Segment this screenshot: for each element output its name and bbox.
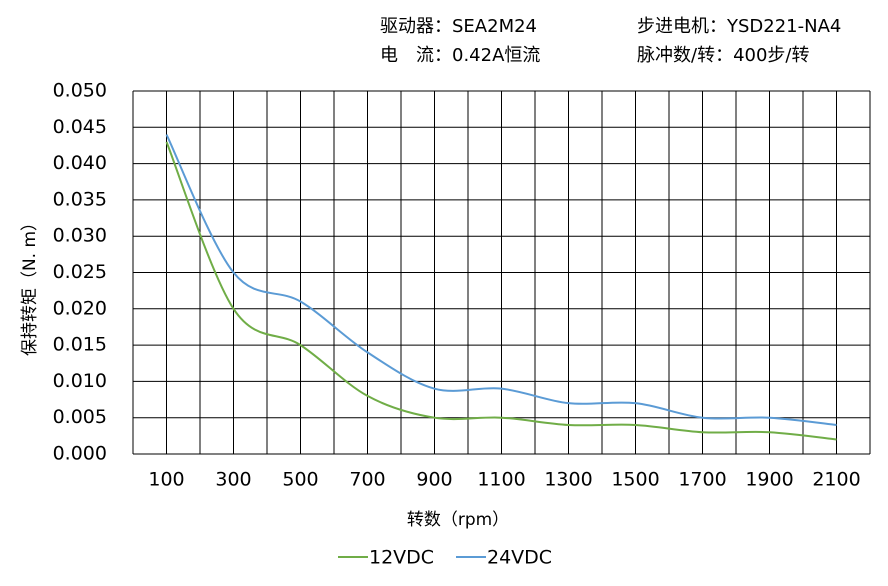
- y-tick-label: 0.040: [53, 152, 107, 174]
- x-tick-label: 500: [282, 469, 318, 491]
- series-line: [165, 134, 837, 426]
- header-text: 脉冲数/转：400步/转: [637, 45, 810, 66]
- series-line: [165, 141, 837, 441]
- x-tick-label: 2100: [812, 469, 860, 491]
- x-tick-label: 1700: [678, 469, 726, 491]
- header-text: 步进电机：YSD221-NA4: [637, 16, 841, 37]
- y-tick-label: 0.030: [53, 225, 107, 247]
- header-text: 电 流：0.42A恒流: [380, 45, 540, 66]
- y-tick-label: 0.020: [53, 297, 107, 319]
- y-tick-label: 0.000: [53, 443, 107, 465]
- x-tick-label: 1300: [544, 469, 592, 491]
- x-tick-label: 700: [349, 469, 385, 491]
- x-tick-label: 900: [416, 469, 452, 491]
- x-tick-label: 1500: [611, 469, 659, 491]
- x-tick-label: 1900: [745, 469, 793, 491]
- y-tick-label: 0.005: [53, 406, 107, 428]
- x-axis-label: 转数（rpm）: [407, 510, 509, 530]
- y-tick-label: 0.010: [53, 370, 107, 392]
- y-tick-label: 0.035: [53, 188, 107, 210]
- y-tick-label: 0.045: [53, 116, 107, 138]
- header-text: 驱动器：SEA2M24: [380, 16, 537, 37]
- y-axis-label: 保持转矩（N. m）: [20, 214, 40, 356]
- legend-label: 12VDC: [369, 547, 434, 569]
- legend-label: 24VDC: [487, 547, 552, 569]
- y-tick-label: 0.025: [53, 261, 107, 283]
- y-tick-label: 0.015: [53, 334, 107, 356]
- x-tick-label: 1100: [477, 469, 525, 491]
- x-tick-label: 100: [148, 469, 184, 491]
- y-tick-label: 0.050: [53, 80, 107, 102]
- x-tick-label: 300: [215, 469, 251, 491]
